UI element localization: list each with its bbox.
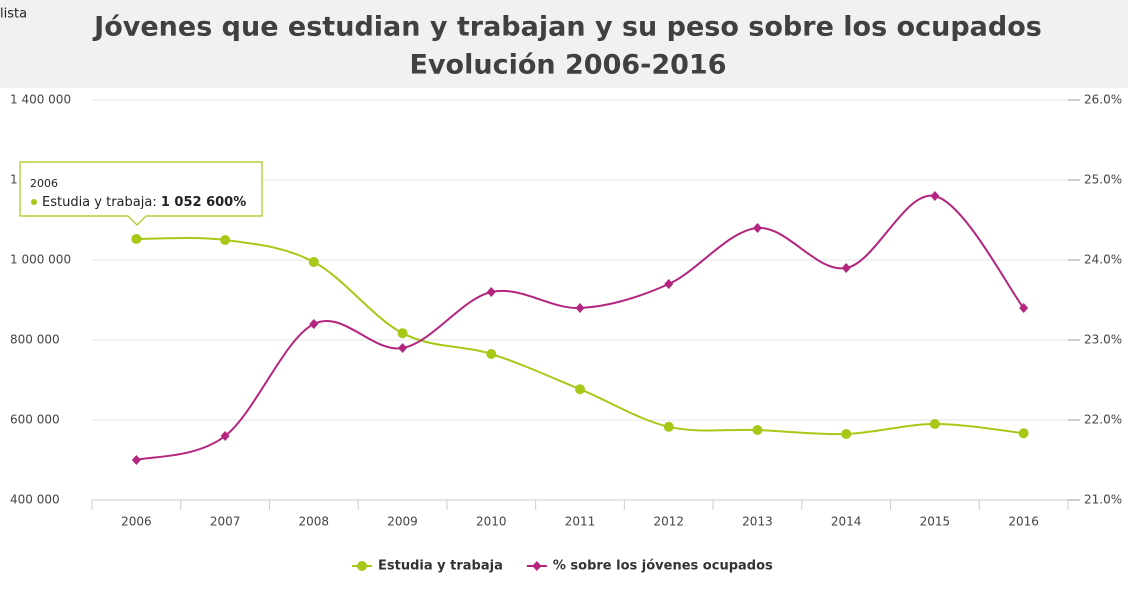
y2-tick-label: 21.0%	[1084, 493, 1122, 507]
y-tick-label: 400 000	[10, 493, 60, 507]
tooltip-label: Estudia y trabaja:	[42, 195, 157, 210]
corner-text: lista	[0, 7, 27, 22]
x-tick-label: 2012	[653, 515, 684, 529]
tooltip-value: 1 052 600%	[161, 195, 246, 210]
tooltip-bullet	[31, 199, 37, 205]
y2-tick-label: 24.0%	[1084, 253, 1122, 267]
point	[397, 328, 408, 339]
x-tick-label: 2006	[121, 515, 152, 529]
legend-label: % sobre los jóvenes ocupados	[553, 559, 773, 574]
y-tick-label: 1 400 000	[10, 93, 71, 107]
point	[841, 429, 852, 439]
point	[309, 319, 319, 329]
x-tick-label: 2015	[920, 515, 951, 529]
point	[575, 384, 585, 395]
point	[131, 455, 141, 465]
y2-tick-label: 26.0%	[1084, 93, 1122, 107]
legend-marker	[532, 561, 542, 571]
x-tick-label: 2014	[831, 515, 862, 529]
point	[664, 279, 674, 289]
point	[220, 235, 231, 245]
tooltip-text: Estudia y trabaja: 1 052 600%	[42, 195, 246, 210]
series-line	[136, 237, 1024, 436]
header-band	[0, 0, 1128, 88]
x-tick-label: 2016	[1008, 515, 1039, 529]
point	[486, 287, 496, 297]
point	[752, 425, 763, 435]
point	[486, 349, 497, 359]
y-tick-label: 1 000 000	[10, 253, 71, 267]
x-tick-label: 2013	[742, 515, 773, 529]
point	[929, 419, 940, 429]
point	[663, 421, 674, 432]
chart-title: Jóvenes que estudian y trabajan y su pes…	[92, 12, 1042, 43]
x-tick-label: 2011	[565, 515, 596, 529]
point	[575, 303, 585, 313]
tooltip: 2006 Estudia y trabaja: 1 052 600%	[19, 161, 263, 226]
point	[308, 257, 319, 267]
point	[841, 263, 851, 273]
legend-label: Estudia y trabaja	[378, 559, 503, 574]
tooltip-title: 2006	[30, 177, 58, 190]
y-tick-label: 800 000	[10, 333, 60, 347]
point	[930, 191, 940, 201]
x-tick-label: 2009	[387, 515, 418, 529]
point	[131, 233, 142, 244]
point	[398, 343, 408, 353]
y2-tick-label: 22.0%	[1084, 413, 1122, 427]
x-tick-label: 2008	[299, 515, 330, 529]
y2-tick-label: 25.0%	[1084, 173, 1122, 187]
x-tick-label: 2010	[476, 515, 507, 529]
legend-marker	[357, 561, 367, 571]
x-tick-label: 2007	[210, 515, 241, 529]
point	[752, 223, 762, 233]
point	[1019, 303, 1029, 313]
chart-subtitle: Evolución 2006-2016	[410, 50, 727, 81]
point	[220, 431, 230, 441]
tooltip-box	[19, 161, 263, 226]
y-tick-label: 600 000	[10, 413, 60, 427]
point	[1018, 428, 1029, 439]
y2-tick-label: 23.0%	[1084, 333, 1122, 347]
